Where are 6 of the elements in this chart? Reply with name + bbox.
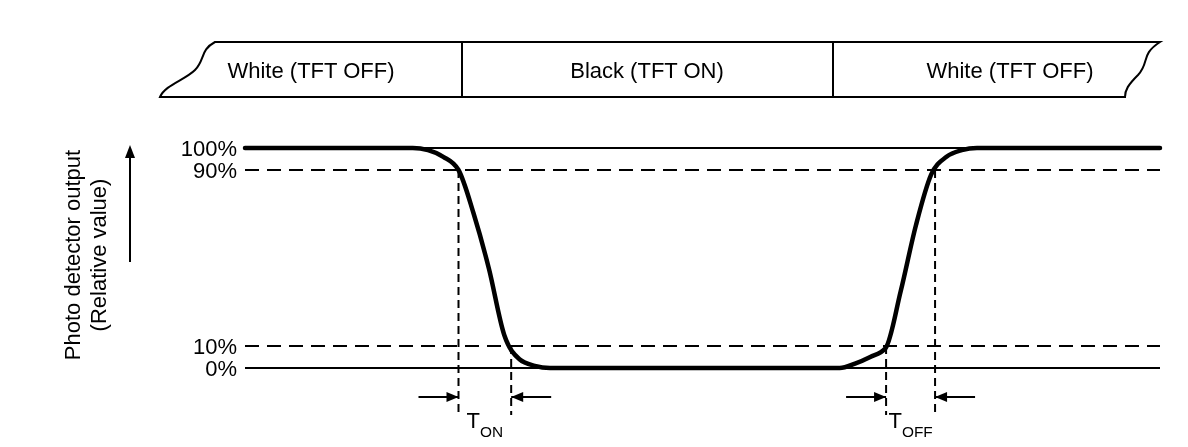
text: White (TFT OFF) xyxy=(926,58,1094,83)
text: Black (TFT ON) xyxy=(570,58,724,83)
y-axis-title: Photo detector output (Relative value) xyxy=(60,149,111,361)
text: T$_{OFF}$ xyxy=(888,408,933,440)
text: T$_{ON}$ xyxy=(466,408,504,440)
text: White (TFT OFF) xyxy=(227,58,395,83)
